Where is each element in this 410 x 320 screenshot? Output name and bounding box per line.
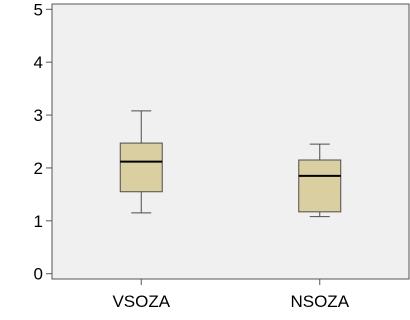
- y-tick-label: 2: [34, 159, 43, 178]
- y-tick-label: 5: [34, 0, 43, 19]
- y-tick-label: 4: [34, 53, 43, 72]
- box-group: [119, 110, 342, 218]
- box-nsoza: [298, 143, 342, 218]
- plot-area: [51, 3, 410, 280]
- x-axis: VSOZA NSOZA: [112, 279, 350, 311]
- iqr-box: [298, 159, 342, 213]
- y-tick-label: 0: [34, 265, 43, 284]
- y-axis: 0 1 2 3 4 5: [34, 0, 52, 284]
- x-tick-label: VSOZA: [112, 292, 170, 311]
- x-tick-label: NSOZA: [290, 292, 349, 311]
- box-vsoza: [119, 110, 163, 214]
- y-tick-label: 3: [34, 106, 43, 125]
- iqr-box: [119, 142, 163, 193]
- y-tick-label: 1: [34, 212, 43, 231]
